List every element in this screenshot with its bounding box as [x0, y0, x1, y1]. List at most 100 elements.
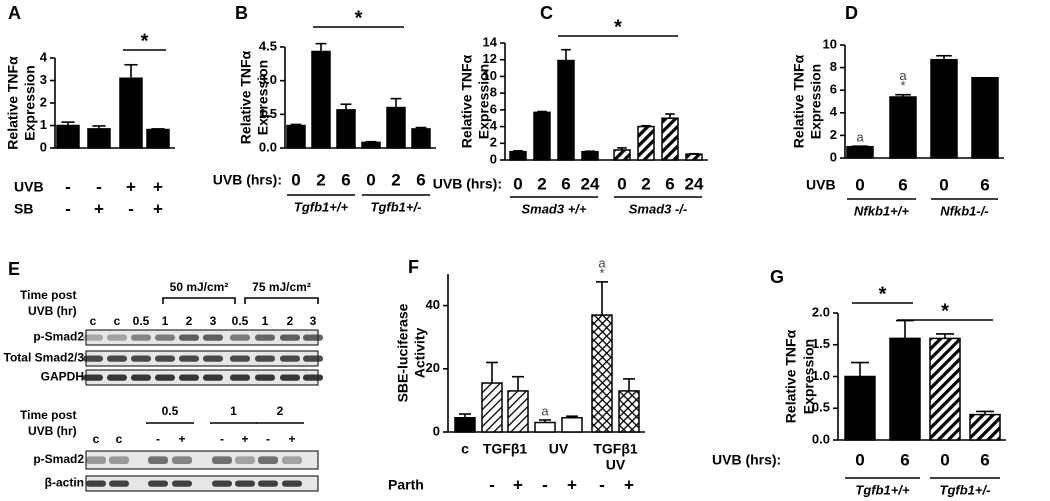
- time-group-label: 0.5: [162, 404, 179, 418]
- group-label: Tgfb1+/+: [855, 482, 910, 497]
- x-tick-label: +: [513, 475, 523, 494]
- blot-row-label: GAPDH: [41, 370, 84, 384]
- bar: [930, 58, 958, 159]
- time-label: UVB (hr): [28, 304, 77, 318]
- dose-brace: [162, 297, 236, 304]
- lane-label: -: [156, 432, 160, 446]
- bar: [386, 106, 406, 149]
- bar: [411, 128, 431, 149]
- y-tick-label: 10: [483, 68, 497, 83]
- y-tick-label: 4: [490, 118, 498, 133]
- blot-row-label: p-Smad2: [33, 330, 84, 344]
- x-tick-label: +: [153, 199, 163, 218]
- blot-band: [255, 334, 275, 341]
- y-axis-label: Relative TNFα: [5, 56, 21, 150]
- blot-band: [303, 374, 323, 381]
- y-axis-label: SBE-luciferase: [395, 303, 411, 402]
- blot-band: [107, 355, 127, 362]
- bar: [336, 109, 356, 149]
- x-tick-label: -: [65, 199, 71, 218]
- blot-band: [282, 456, 302, 464]
- y-tick-label: 0: [830, 149, 837, 164]
- y-tick-label: 4: [40, 49, 48, 64]
- blot-band: [179, 355, 199, 362]
- y-axis-label: Relative TNFα: [238, 50, 254, 144]
- blot-band: [107, 374, 127, 381]
- blot-band: [235, 456, 255, 464]
- bar: [311, 50, 331, 149]
- y-tick-label: 10: [823, 36, 837, 51]
- y-axis-label: Expression: [801, 339, 817, 414]
- y-axis-label: Relative TNFα: [783, 329, 799, 423]
- x-tick-label: 6: [900, 450, 909, 469]
- bar-annotation: a: [899, 68, 907, 83]
- bar: [561, 417, 583, 433]
- bar-annotation: a: [856, 130, 864, 145]
- x-tick-label: 6: [898, 175, 907, 194]
- bar: [929, 337, 961, 441]
- y-tick-label: 8: [830, 59, 837, 74]
- dose-brace: [244, 297, 319, 304]
- dose-label: 75 mJ/cm²: [252, 280, 311, 294]
- time-label: Time post: [20, 408, 76, 422]
- x-tick-label: +: [126, 177, 136, 196]
- lane-label: 2: [186, 314, 193, 328]
- blot-row-label: p-Smad2: [33, 452, 84, 466]
- blot-band: [148, 456, 168, 464]
- lane-label: 0.5: [133, 314, 150, 328]
- x-tick-label: 0: [940, 450, 949, 469]
- significance-star: *: [941, 300, 949, 322]
- blot-band: [86, 456, 106, 464]
- y-axis-label: Expression: [255, 60, 271, 135]
- lane-label: c: [114, 314, 121, 328]
- blot-band: [235, 480, 255, 487]
- x-tick-label: 2: [391, 170, 400, 189]
- x-tick-label: 0: [291, 170, 300, 189]
- row-name: UVB (hrs):: [433, 176, 502, 192]
- lane-label: +: [178, 432, 185, 446]
- y-tick-label: 6: [490, 101, 497, 116]
- y-tick-label: 1.0: [812, 368, 830, 383]
- y-tick-label: 2.0: [812, 304, 830, 319]
- bar: [846, 145, 874, 159]
- time-label: Time post: [20, 288, 76, 302]
- x-tick-label: +: [567, 475, 577, 494]
- lane-label: 1: [262, 314, 269, 328]
- blot-band: [212, 456, 232, 464]
- y-axis-label: Expression: [476, 64, 492, 139]
- y-tick-label: 0.5: [812, 400, 830, 415]
- lane-label: 0.5: [232, 314, 249, 328]
- y-tick-label: 6: [830, 82, 837, 97]
- y-tick-label: 0.0: [812, 431, 830, 446]
- blot-band: [212, 480, 232, 487]
- x-tick-label: -: [542, 475, 548, 494]
- bar: [557, 59, 575, 161]
- x-tick-label: 6: [665, 174, 674, 193]
- bar: [119, 77, 143, 149]
- lane-label: c: [93, 432, 100, 446]
- lane-label: +: [288, 432, 295, 446]
- significance-star: *: [879, 283, 887, 305]
- lane-label: +: [241, 432, 248, 446]
- group-label: Tgfb1+/+: [294, 199, 349, 214]
- bar: [534, 421, 556, 433]
- y-tick-label: 0: [40, 139, 47, 154]
- y-tick-label: 3.0: [259, 72, 277, 87]
- y-tick-label: 14: [483, 34, 498, 49]
- bar: [454, 417, 476, 433]
- x-tick-label: 6: [416, 170, 425, 189]
- y-tick-label: 20: [426, 360, 440, 375]
- blot-band: [131, 355, 151, 362]
- lane-label: 3: [310, 314, 317, 328]
- panel-label: A: [8, 3, 21, 23]
- x-tick-label: +: [153, 177, 163, 196]
- blot-band: [255, 355, 275, 362]
- row-name: UVB (hrs):: [712, 452, 781, 468]
- bar: [685, 153, 703, 161]
- blot-band: [230, 355, 250, 362]
- bar: [361, 141, 381, 149]
- x-tick-label: 24: [581, 174, 600, 193]
- blot-band: [131, 334, 151, 341]
- blot-band: [230, 334, 250, 341]
- blot-band: [83, 355, 103, 362]
